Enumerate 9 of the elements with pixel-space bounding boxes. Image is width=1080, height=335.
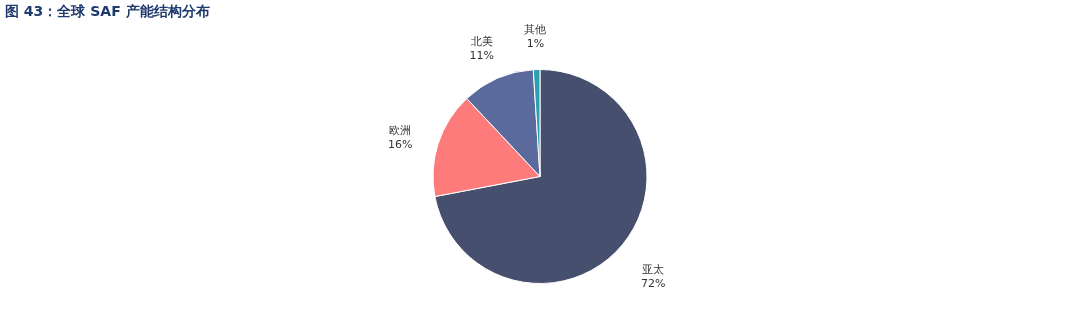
data-label: 11%: [469, 48, 494, 62]
data-label: 72%: [641, 277, 666, 291]
slice-label: 其他: [524, 22, 547, 36]
slice-label: 欧洲: [389, 124, 412, 138]
text: 图 43：全球 SAF 产能结构分布: [5, 3, 210, 19]
data-label: 16%: [387, 138, 413, 152]
slice-label: 北美: [470, 34, 493, 48]
slice-label: 亚太: [642, 263, 665, 277]
data-label: 1%: [526, 36, 545, 50]
